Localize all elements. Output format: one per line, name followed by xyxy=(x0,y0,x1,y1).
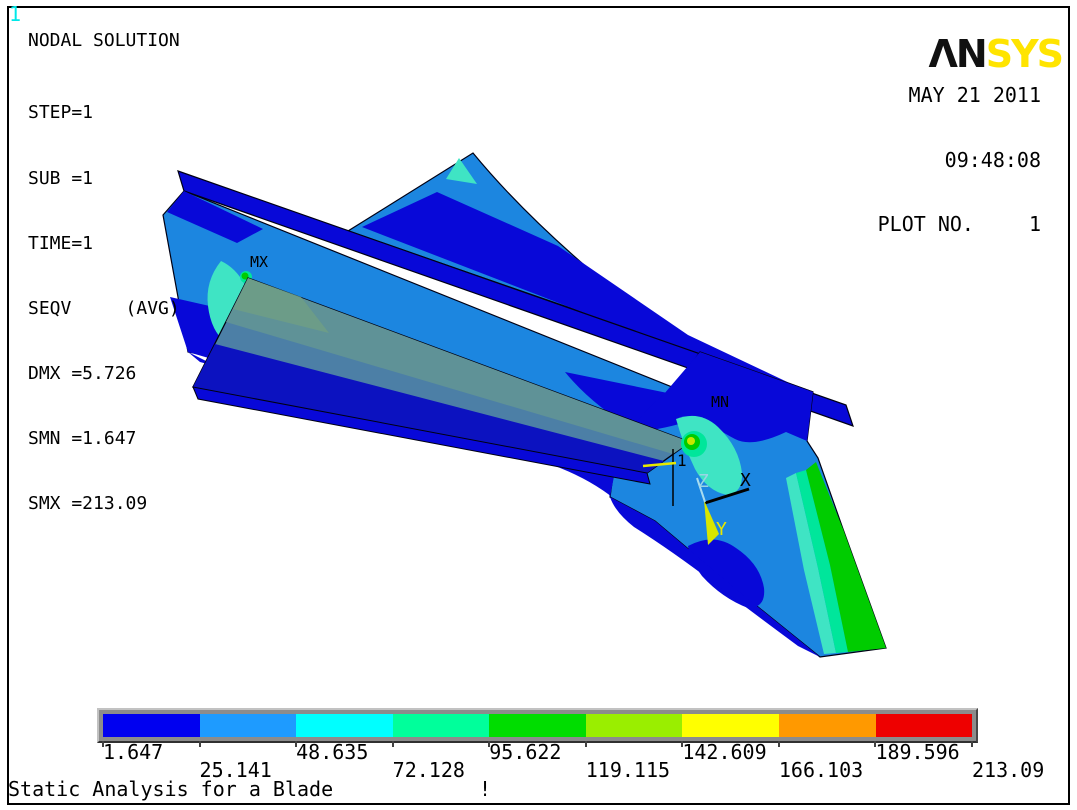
plot-number-label: PLOT NO. xyxy=(877,212,974,236)
legend-value-label: 213.09 xyxy=(972,758,1045,782)
legend-value-label: 25.141 xyxy=(199,758,272,782)
triad-x-axis xyxy=(704,487,750,505)
triad-z-label: Z xyxy=(698,471,709,492)
lower-blade-navy-blob xyxy=(688,539,765,608)
legend-segments xyxy=(103,714,973,737)
window-number-marker: 1 xyxy=(9,2,22,26)
legend-segment xyxy=(778,714,876,737)
mid-edge-strip xyxy=(177,170,854,427)
plate-band-top xyxy=(226,278,690,454)
plot-time: 09:48:08 xyxy=(944,147,1041,172)
max-stress-spot-core xyxy=(241,272,249,280)
triad-x-label: X xyxy=(740,470,751,491)
legend-segment xyxy=(682,714,779,737)
analysis-title: Static Analysis for a Blade xyxy=(8,777,334,801)
ansys-logo-yellow: SYS xyxy=(985,32,1064,76)
solution-info-line: SEQV (AVG) xyxy=(28,297,180,319)
legend-tick xyxy=(295,741,298,747)
lower-blade-navy-edge xyxy=(610,497,820,657)
legend-segment xyxy=(392,714,490,737)
legend-value-label: 166.103 xyxy=(778,758,864,782)
concentration-core xyxy=(687,437,695,445)
footer-marker: ! xyxy=(479,777,492,801)
solution-info-line: DMX =5.726 xyxy=(28,362,137,384)
csys-number-label: 1 xyxy=(677,451,687,470)
legend-tick xyxy=(198,741,201,747)
edge-gradient-spring xyxy=(796,470,848,653)
solution-info-line: SMN =1.647 xyxy=(28,427,137,449)
legend-segment xyxy=(296,714,393,737)
legend-value-label: 72.128 xyxy=(392,758,465,782)
load-edge-highlight xyxy=(642,461,677,468)
legend-value-label: 48.635 xyxy=(296,740,369,764)
top-blade-low-stress-band xyxy=(362,192,800,388)
legend-value-label: 1.647 xyxy=(103,740,164,764)
legend-segment xyxy=(103,714,200,737)
plot-meta-block: MAY 21 2011 09:48:08 PLOT NO. 1 xyxy=(878,42,1041,279)
plate-side-face xyxy=(192,386,651,485)
solution-info-line: STEP=1 xyxy=(28,102,94,124)
legend-value-label: 189.596 xyxy=(875,740,960,764)
legend-tick xyxy=(102,741,104,747)
edge-gradient-cyan xyxy=(786,473,836,654)
legend-tick xyxy=(681,741,684,747)
legend-tick xyxy=(971,741,973,747)
left-wing-navy-patch-top xyxy=(167,191,263,243)
plot-date: MAY 21 2011 xyxy=(908,83,1041,107)
solution-info-line: SMX =213.09 xyxy=(28,493,148,515)
plot-number-row: PLOT NO. 1 xyxy=(877,212,1041,236)
plot-number-value: 1 xyxy=(1028,212,1041,236)
legend-tick xyxy=(391,741,394,747)
ansys-logo-black: ΛN xyxy=(928,32,988,76)
legend-value-label: 142.609 xyxy=(682,740,767,764)
solution-title: NODAL SOLUTION xyxy=(28,30,180,51)
triad-y-label: Y xyxy=(716,519,727,540)
legend-tick xyxy=(777,741,780,747)
max-stress-label: MX xyxy=(250,253,269,271)
solution-info-line: SUB =1 xyxy=(28,167,94,189)
legend-tick xyxy=(874,741,877,747)
legend-tick xyxy=(488,741,491,747)
triad-z-axis xyxy=(696,477,706,503)
triad-y-axis xyxy=(704,500,719,545)
legend-segment xyxy=(875,714,973,737)
min-stress-label: MN xyxy=(711,393,730,411)
plate-corner-tint xyxy=(233,278,329,333)
ansys-logo: ΛNSYS xyxy=(884,3,1064,105)
lower-blade-navy-top xyxy=(605,352,813,497)
legend-value-label: 95.622 xyxy=(489,740,562,764)
edge-gradient-green xyxy=(806,462,886,652)
legend-segment xyxy=(489,714,586,737)
legend-tick xyxy=(584,741,587,747)
solution-info-line: TIME=1 xyxy=(28,232,94,254)
top-blade-tip-spot xyxy=(446,158,477,184)
contour-legend-bar xyxy=(97,708,978,743)
plot-window-border xyxy=(7,6,1070,805)
plate-band-bottom xyxy=(193,344,664,473)
legend-segment xyxy=(585,714,683,737)
solution-info-block: STEP=1 SUB =1 TIME=1 SEQV (AVG) DMX =5.7… xyxy=(28,59,180,558)
legend-value-label: 119.115 xyxy=(585,758,671,782)
legend-segment xyxy=(199,714,297,737)
